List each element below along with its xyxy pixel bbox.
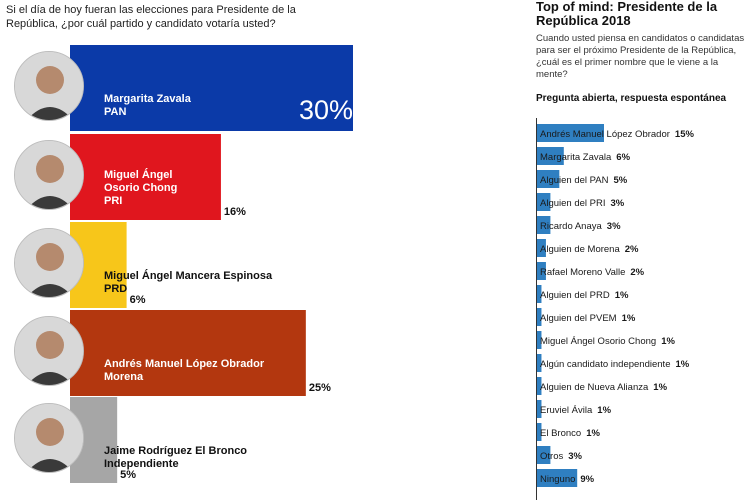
top-of-mind-percent: 3% (607, 221, 621, 232)
vote-percent-label: 6% (129, 294, 146, 306)
top-of-mind-label: Margarita Zavala 6% (540, 152, 631, 163)
top-of-mind-percent: 3% (610, 198, 624, 209)
candidate-name: Margarita Zavala PAN (104, 93, 191, 119)
candidate-name: Jaime Rodríguez El Bronco Independiente (104, 445, 247, 471)
top-of-mind-category: El Bronco (540, 428, 581, 439)
top-of-mind-category: Alguien de Morena (540, 244, 620, 255)
top-of-mind-category: Andrés Manuel López Obrador (540, 129, 670, 140)
candidate-name-line: Miguel Ángel (104, 169, 173, 181)
top-of-mind-percent: 3% (568, 451, 582, 462)
top-of-mind-bar (537, 124, 604, 142)
top-of-mind-bar (537, 285, 542, 303)
candidate-name: Miguel Ángel Osorio Chong PRI (104, 169, 177, 208)
top-of-mind-bar (537, 147, 564, 165)
top-of-mind-label: Ricardo Anaya 3% (540, 221, 621, 232)
top-of-mind-category: Algún candidato independiente (540, 359, 670, 370)
top-of-mind-label: Rafael Moreno Valle 2% (540, 267, 645, 278)
candidate-name: Andrés Manuel López Obrador Morena (104, 358, 264, 384)
top-of-mind-label: Eruviel Ávila 1% (540, 405, 612, 416)
top-of-mind-bar (537, 423, 542, 441)
top-of-mind-percent: 1% (597, 405, 611, 416)
top-of-mind-percent: 15% (675, 129, 695, 140)
candidate-name-line: PAN (104, 106, 127, 118)
top-of-mind-label: Alguien del PRI 3% (540, 198, 625, 209)
top-of-mind-bar (537, 377, 542, 395)
top-of-mind-label: Ninguno 9% (540, 474, 595, 485)
top-of-mind-question: Cuando usted piensa en candidatos o cand… (536, 33, 745, 80)
top-of-mind-bar (537, 354, 542, 372)
top-of-mind-label: Algún candidato independiente 1% (540, 359, 690, 370)
candidate-name-line: PRI (104, 195, 123, 207)
candidate-name-line: Osorio Chong (104, 182, 178, 194)
candidate-name: Miguel Ángel Mancera Espinosa PRD (104, 270, 272, 296)
candidate-name-line: PRD (104, 283, 128, 295)
top-of-mind-category: Alguien de Nueva Alianza (540, 382, 649, 393)
top-of-mind-percent: 1% (675, 359, 689, 370)
top-of-mind-category: Eruviel Ávila (540, 405, 593, 416)
top-of-mind-bar (537, 239, 546, 257)
top-of-mind-bar (537, 170, 560, 188)
top-of-mind-percent: 2% (630, 267, 644, 278)
top-of-mind-category: Margarita Zavala (540, 152, 612, 163)
top-of-mind-label: Alguien del PRD 1% (540, 290, 629, 301)
top-of-mind-percent: 6% (616, 152, 630, 163)
top-of-mind-label: Otros 3% (540, 451, 583, 462)
top-of-mind-category: Ricardo Anaya (540, 221, 603, 232)
top-of-mind-bar (537, 400, 542, 418)
top-of-mind-bar (537, 308, 542, 326)
vote-percent-label: 5% (120, 469, 137, 481)
candidate-name-line: Jaime Rodríguez El Bronco (104, 445, 248, 457)
vote-intention-chart (70, 45, 353, 483)
top-of-mind-category: Otros (540, 451, 563, 462)
vote-bar (70, 310, 306, 396)
top-of-mind-bar (537, 193, 551, 211)
top-of-mind-percent: 2% (625, 244, 639, 255)
top-of-mind-category: Alguien del PAN (540, 175, 609, 186)
question-type-label: Pregunta abierta, respuesta espontánea (536, 93, 727, 104)
top-of-mind-percent: 1% (615, 290, 629, 301)
survey-question: Si el día de hoy fueran las elecciones p… (6, 4, 296, 30)
vote-bar (70, 45, 353, 131)
candidate-name-line: Margarita Zavala (104, 93, 191, 105)
top-of-mind-label: Alguien del PVEM 1% (540, 313, 636, 324)
top-of-mind-category: Alguien del PRI (540, 198, 605, 209)
top-of-mind-title: Top of mind: Presidente de la República … (536, 0, 718, 28)
top-of-mind-bar (537, 216, 551, 234)
top-of-mind-bar (537, 262, 546, 280)
vote-percent-label: 25% (308, 382, 331, 394)
vote-percent-label: 30% (299, 95, 354, 125)
top-of-mind-label: Andrés Manuel López Obrador 15% (540, 129, 694, 140)
vote-percent-label: 16% (223, 206, 246, 218)
candidate-name-line: Independiente (104, 458, 179, 470)
top-of-mind-label: Miguel Ángel Osorio Chong 1% (540, 336, 675, 347)
top-of-mind-label: Alguien del PAN 5% (540, 175, 628, 186)
top-of-mind-percent: 5% (613, 175, 627, 186)
candidate-photo (14, 228, 84, 298)
top-of-mind-category: Miguel Ángel Osorio Chong (540, 336, 656, 347)
candidate-photo (14, 51, 84, 121)
top-of-mind-label: Alguien de Morena 2% (540, 244, 639, 255)
top-of-mind-bar (537, 331, 542, 349)
top-of-mind-percent: 9% (580, 474, 594, 485)
top-of-mind-bar (537, 446, 551, 464)
top-of-mind-category: Ninguno (540, 474, 575, 485)
chart-axis-line (536, 118, 537, 500)
top-of-mind-label: El Bronco 1% (540, 428, 600, 439)
candidate-photo (14, 140, 84, 210)
top-of-mind-label: Alguien de Nueva Alianza 1% (540, 382, 668, 393)
candidate-name-line: Morena (104, 371, 144, 383)
candidate-name-line: Andrés Manuel López Obrador (104, 358, 265, 370)
candidate-photo (14, 316, 84, 386)
top-of-mind-category: Alguien del PRD (540, 290, 610, 301)
candidate-photo (14, 403, 84, 473)
top-of-mind-percent: 1% (653, 382, 667, 393)
top-of-mind-percent: 1% (661, 336, 675, 347)
candidate-name-line: Miguel Ángel Mancera Espinosa (104, 270, 273, 282)
top-of-mind-bar (537, 469, 578, 487)
vote-bar (70, 134, 221, 220)
top-of-mind-percent: 1% (622, 313, 636, 324)
top-of-mind-percent: 1% (586, 428, 600, 439)
top-of-mind-category: Alguien del PVEM (540, 313, 617, 324)
top-of-mind-category: Rafael Moreno Valle (540, 267, 625, 278)
